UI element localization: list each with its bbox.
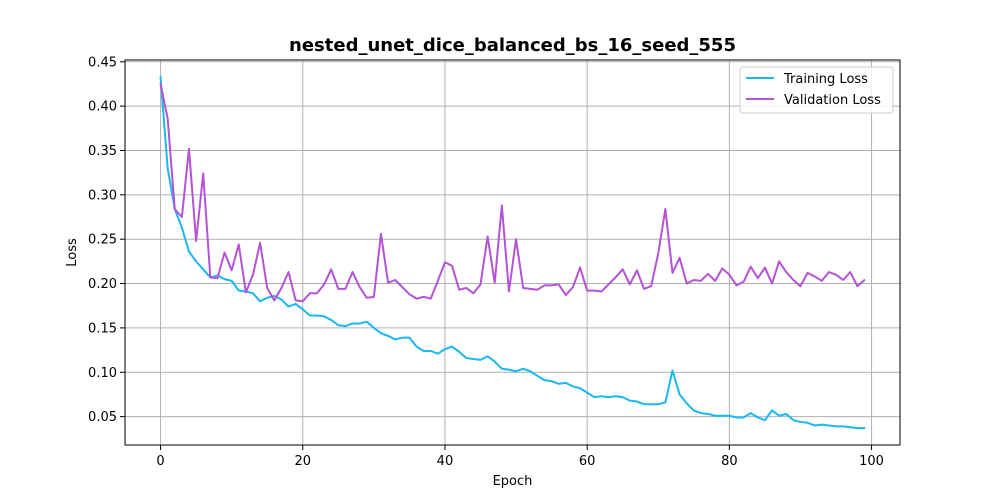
- legend-label-training-loss: Training Loss: [783, 72, 868, 87]
- x-tick-label: 0: [156, 454, 164, 469]
- grid-lines: [125, 60, 900, 445]
- plot-area-frame: [124, 59, 901, 446]
- y-tick-label: 0.25: [88, 233, 117, 248]
- y-tick-label: 0.10: [88, 366, 117, 381]
- y-tick-label: 0.40: [88, 100, 117, 115]
- x-tick-label: 40: [437, 454, 454, 469]
- y-tick-label: 0.20: [88, 277, 117, 292]
- y-tick-label: 0.30: [88, 188, 117, 203]
- series-lines: [159, 75, 866, 430]
- y-axis-label: Loss: [65, 238, 80, 267]
- y-tick-label: 0.45: [88, 55, 117, 70]
- legend-box: [739, 66, 894, 114]
- axis-ticks: 0 20 40 60 80 100 0.05 0.10 0.15 0.20 0.25 0.30 0.35…: [88, 55, 884, 469]
- y-tick-label: 0.35: [88, 144, 117, 159]
- legend-label-validation-loss: Validation Loss: [784, 93, 881, 108]
- x-tick-label: 100: [859, 454, 884, 469]
- legend: Training Loss Validation Loss: [739, 66, 894, 114]
- x-axis-label: Epoch: [493, 474, 533, 489]
- series-line-training-loss: [159, 75, 866, 430]
- x-tick-label: 80: [721, 454, 738, 469]
- y-tick-label: 0.05: [88, 410, 117, 425]
- x-tick-label: 60: [579, 454, 596, 469]
- x-tick-label: 20: [294, 454, 311, 469]
- chart-title: nested_unet_dice_balanced_bs_16_seed_555: [289, 35, 736, 56]
- series-line-validation-loss: [159, 82, 866, 303]
- y-tick-label: 0.15: [88, 321, 117, 336]
